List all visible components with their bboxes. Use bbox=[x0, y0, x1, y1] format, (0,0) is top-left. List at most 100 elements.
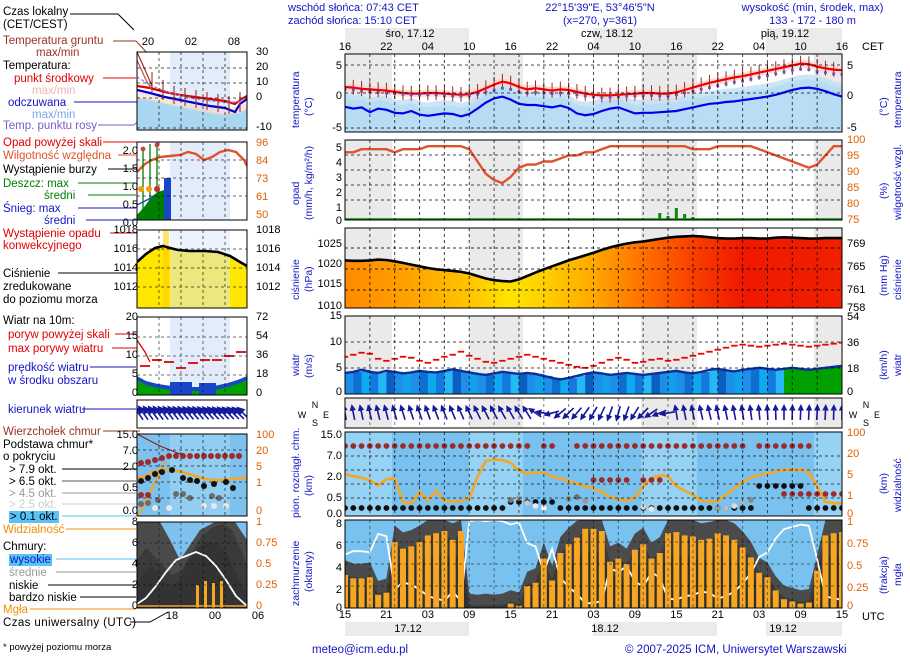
main-wind-tick-0: 0 bbox=[335, 386, 342, 398]
r-vis-5: 5 bbox=[847, 469, 854, 481]
r-axis-unit-wind: (km/h) bbox=[878, 350, 890, 380]
legend-wind-speed-2: w środku obszaru bbox=[8, 375, 99, 387]
mini-cov-l-4: 4 bbox=[131, 558, 138, 570]
hour-label: 22 bbox=[545, 41, 559, 53]
utc-time-axis: 15 21 03 09 15 21 03 09 15 21 03 09 15 17.12 18.12 1… bbox=[339, 609, 848, 637]
legend-temp-maxmin: max/min bbox=[32, 85, 76, 97]
r-pres-758: 758 bbox=[847, 302, 866, 314]
mini-hum-tick-96: 96 bbox=[256, 137, 269, 149]
mini-temp-tick-20: 20 bbox=[256, 61, 269, 73]
mini-hour-00: 00 bbox=[208, 610, 222, 622]
legend-pressure-3: do poziomu morza bbox=[3, 294, 98, 306]
r-temp-5: 5 bbox=[847, 60, 854, 72]
legend-local-time-2: (CET/CEST) bbox=[3, 19, 68, 31]
mini-pres-tick-1016: 1016 bbox=[256, 243, 281, 255]
footer-copyright: © 2007-2025 ICM, Uniwersytet Warszawski bbox=[625, 644, 847, 656]
legend-dewpoint: Temp. punktu rosy bbox=[3, 120, 97, 132]
legend-clouds-verylow: bardzo niskie bbox=[9, 592, 77, 604]
coordinates-block: 22°15'39"E, 53°46'5"N (x=270, y=361) bbox=[500, 2, 700, 28]
legend-okt-25: > 2.5 okt. bbox=[9, 499, 57, 511]
r-axis-unit-fog: (frakcja) bbox=[878, 556, 890, 594]
legend-gust-over: poryw powyżej skali bbox=[8, 329, 110, 341]
main-ce-tick-20: 2.0 bbox=[326, 471, 342, 483]
legend-clouds-low: niskie bbox=[9, 580, 39, 592]
legend-temperature: Temperatura: bbox=[3, 60, 71, 72]
main-right-axis-titles: temperatura (°C) wilgotność wzgl. (%) ci… bbox=[874, 0, 910, 660]
legend-ground-temp: Temperatura gruntu bbox=[3, 35, 104, 47]
main-wind-tick-5: 5 bbox=[335, 362, 342, 374]
r-vis-1: 1 bbox=[847, 490, 854, 502]
mini-temp-tick-10: 10 bbox=[256, 76, 269, 88]
mini-precip-tick-10: 1.0 bbox=[122, 181, 138, 193]
r-fog-0: 0 bbox=[847, 600, 854, 612]
legend-visibility: Widzialność bbox=[3, 524, 65, 536]
legend-storm: Wystąpienie burzy bbox=[3, 164, 97, 176]
legend-okt-65: > 6.5 okt. bbox=[9, 476, 57, 488]
mini-pres-tick-1018: 1018 bbox=[256, 224, 281, 236]
svg-text:N: N bbox=[863, 400, 870, 410]
main-temp-tick-m5: -5 bbox=[332, 122, 342, 134]
mini-fog-tick-025: 0.25 bbox=[256, 579, 278, 591]
hour-label: 15 bbox=[338, 609, 352, 621]
hour-label: 09 bbox=[463, 609, 476, 621]
hour-label: 16 bbox=[835, 41, 849, 53]
r-hum-85: 85 bbox=[847, 182, 860, 194]
main-precip-tick-3: 3 bbox=[335, 172, 342, 184]
mini-cloud-tick-1: 1 bbox=[256, 477, 263, 489]
r-axis-unit-temperature: (°C) bbox=[878, 97, 890, 116]
svg-text:E: E bbox=[874, 410, 880, 420]
r-pres-769: 769 bbox=[847, 238, 866, 250]
legend-column: Czas lokalny (CET/CEST) Temperatura grun… bbox=[0, 0, 136, 660]
main-cz-tick-2: 2 bbox=[335, 584, 342, 596]
mini-hour-08: 08 bbox=[227, 36, 241, 48]
legend-utc-label: Czas uniwersalny (UTC) bbox=[3, 617, 137, 629]
r-pres-761: 761 bbox=[847, 284, 866, 296]
utc-label: UTC bbox=[862, 611, 885, 623]
mini-pres-tick-1014: 1014 bbox=[256, 262, 281, 274]
r-pres-765: 765 bbox=[847, 261, 866, 273]
main-cz-tick-8: 8 bbox=[335, 518, 342, 530]
main-cz-tick-4: 4 bbox=[335, 562, 342, 574]
r-axis-unit-visibility: (km) bbox=[878, 473, 890, 494]
cet-day-0: śro, 17.12 bbox=[385, 28, 435, 40]
r-wind-54: 54 bbox=[847, 311, 860, 323]
mini-wind-tick-36: 36 bbox=[256, 349, 269, 361]
mini-hum-tick-84: 84 bbox=[256, 155, 269, 167]
sunset-text: zachód słońca: 15:10 CET bbox=[288, 15, 418, 27]
mini-cl-l-20: 2.0 bbox=[122, 461, 138, 473]
r-temp-0: 0 bbox=[847, 90, 854, 102]
r-fog-05: 0.5 bbox=[847, 560, 863, 572]
mini-wind-l-20: 20 bbox=[125, 311, 138, 323]
mini-left-ticks: 2.0 1.5 1.0 0.5 0.0 1018 1016 1014 1012 … bbox=[96, 0, 140, 660]
r-axis-unit-pressure: (mm Hg) bbox=[878, 255, 890, 296]
main-cz-tick-6: 6 bbox=[335, 540, 342, 552]
r-fog-025: 0.25 bbox=[847, 582, 869, 594]
legend-temp-felt-maxmin: max/min bbox=[32, 109, 76, 121]
sun-times: wschód słońca: 07:43 CET zachód słońca: … bbox=[288, 2, 419, 28]
cet-label: CET bbox=[862, 41, 884, 53]
legend-okt-79: > 7.9 okt. bbox=[9, 464, 57, 476]
footer-email[interactable]: meteo@icm.edu.pl bbox=[312, 644, 409, 656]
mini-pres-tick-1012: 1012 bbox=[256, 281, 281, 293]
hour-label: 15 bbox=[670, 609, 683, 621]
main-cz-tick-0: 0 bbox=[335, 602, 342, 614]
hour-label: 04 bbox=[421, 41, 434, 53]
cet-time-axis: śro, 17.12 czw, 18.12 pią, 19.12 16 22 04 1… bbox=[339, 28, 848, 54]
mini-precip-tick-20: 2.0 bbox=[122, 145, 138, 157]
hour-label: 04 bbox=[587, 41, 600, 53]
hour-label: 15 bbox=[835, 609, 849, 621]
mini-cov-l-8: 8 bbox=[131, 516, 138, 528]
altitude-block: wysokość (min, środek, max) 133 - 172 - … bbox=[715, 2, 910, 28]
footer-note: * powyżej poziomu morza bbox=[3, 642, 112, 653]
main-right-ticks: 5 0 -5 100 95 90 85 80 75 769 765 761 75… bbox=[845, 0, 910, 660]
legend-cloud-base: Podstawa chmur* bbox=[3, 439, 94, 451]
main-wind-tick-10: 10 bbox=[329, 336, 342, 348]
mini-cl-l-150: 15.0 bbox=[116, 429, 138, 441]
r-wind-0: 0 bbox=[847, 386, 854, 398]
mini-cov-l-0: 0 bbox=[131, 600, 138, 612]
mini-hour-02: 02 bbox=[184, 36, 198, 48]
svg-text:S: S bbox=[863, 418, 869, 428]
main-temp-tick-0: 0 bbox=[335, 90, 342, 102]
r-axis-title-pressure: ciśnienie bbox=[892, 259, 904, 300]
